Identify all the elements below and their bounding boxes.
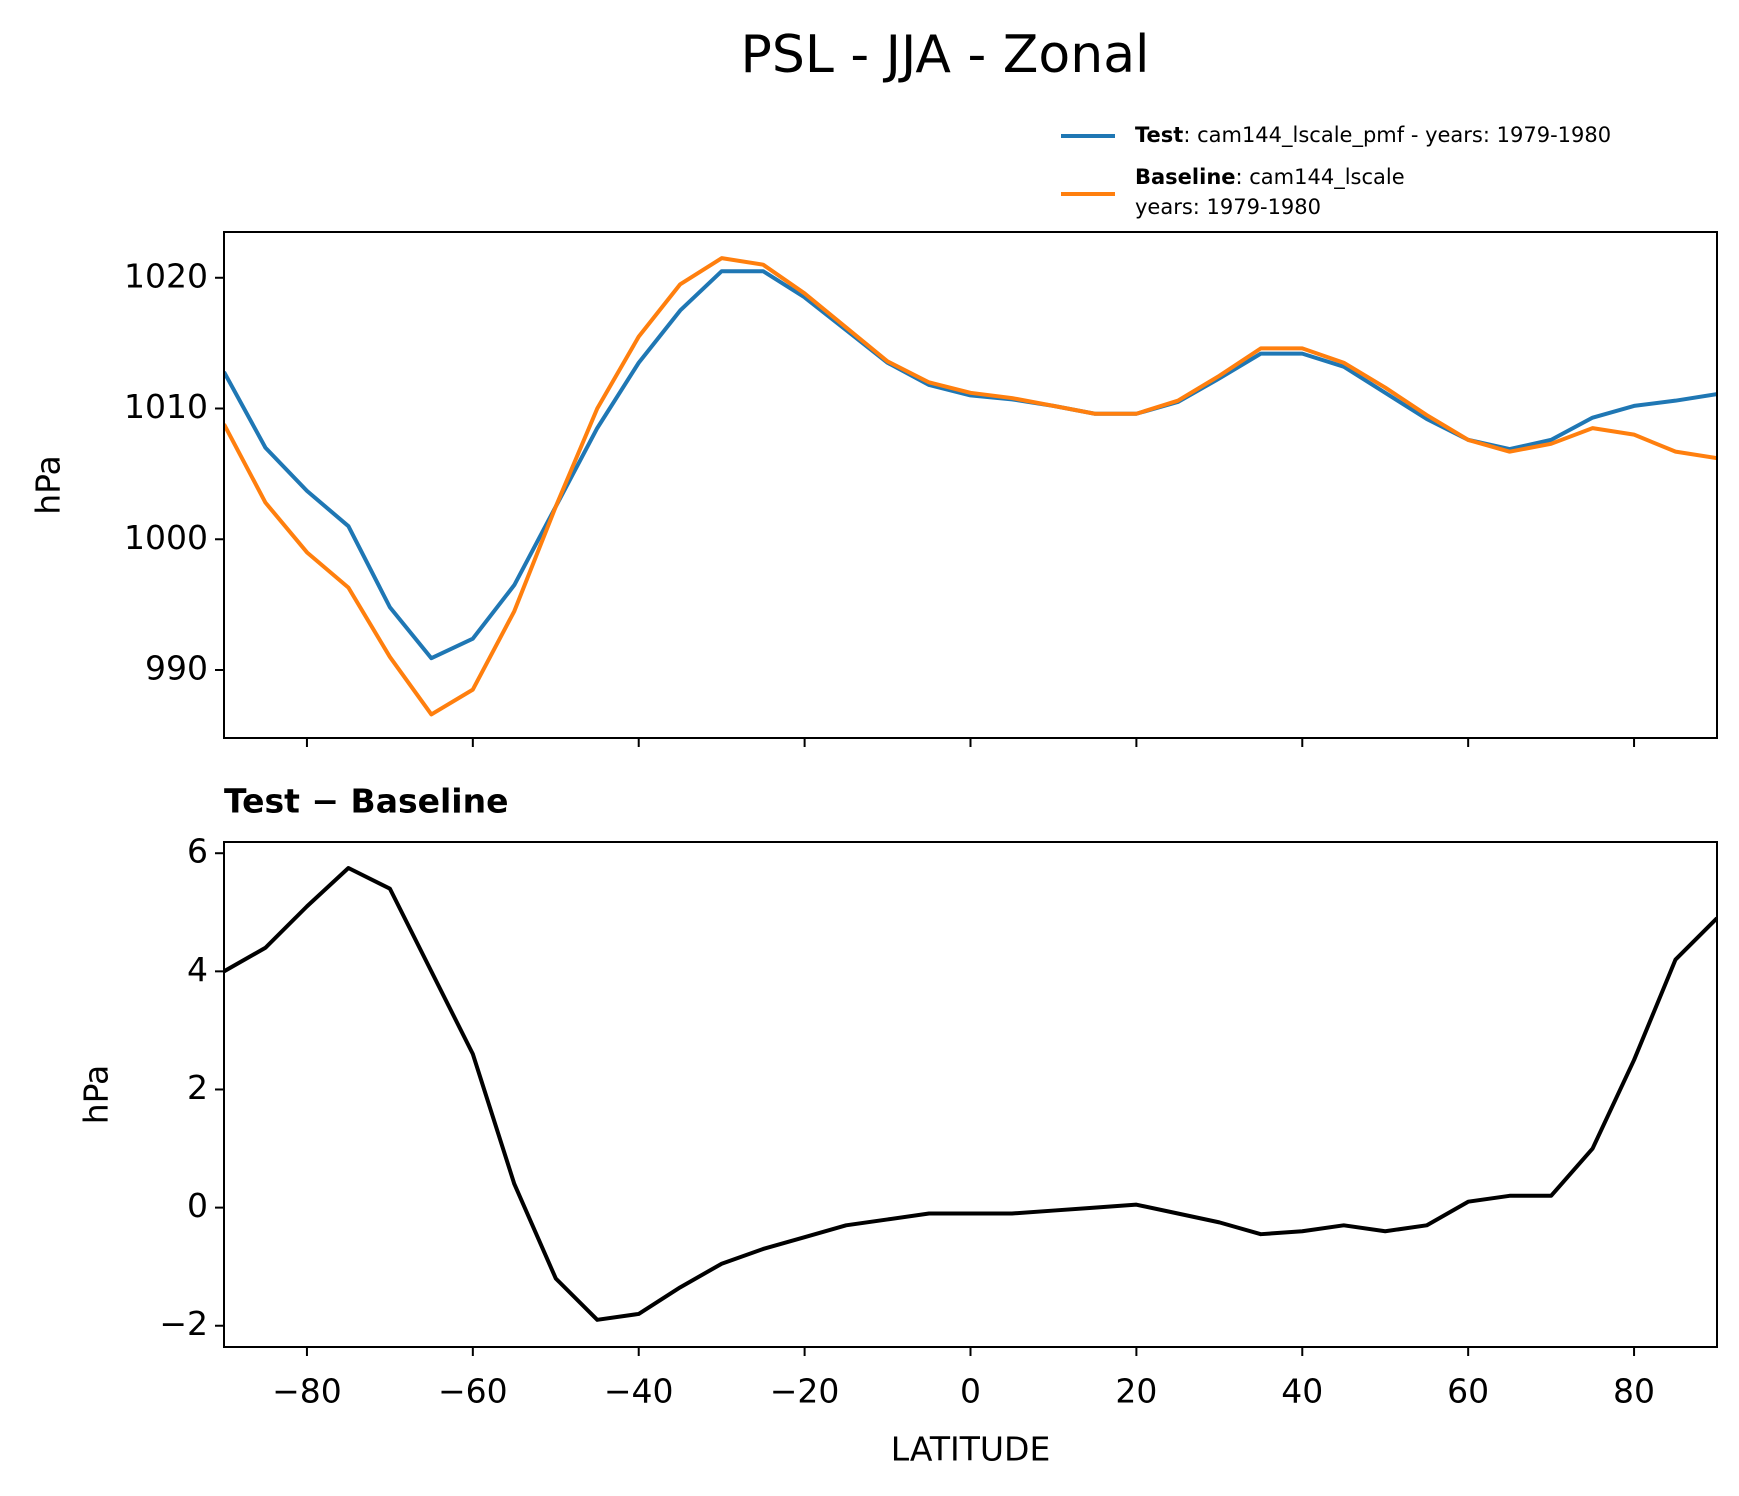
x-tick-label: −80 — [272, 1372, 342, 1411]
x-tick-label: −20 — [770, 1372, 840, 1411]
y-tick-label: 1000 — [124, 518, 208, 557]
data-line — [224, 256, 1717, 717]
legend-detail: : cam144_lscale_pmf - years: 1979-1980 — [1183, 123, 1611, 148]
data-line — [224, 865, 1717, 1322]
figure-title: PSL - JJA - Zonal — [740, 25, 1149, 85]
data-line — [224, 269, 1717, 661]
x-tick-label: 20 — [1115, 1372, 1157, 1411]
y-tick-label: −2 — [159, 1304, 208, 1343]
subplot-title: Test − Baseline — [224, 782, 509, 821]
legend-name: Test — [1135, 123, 1183, 147]
y-tick-label: 1020 — [124, 256, 208, 295]
axes-frame — [223, 231, 1718, 739]
x-tick-label: 60 — [1447, 1372, 1489, 1411]
x-tick-label: 0 — [960, 1372, 981, 1411]
x-tick-label: −60 — [438, 1372, 508, 1411]
y-tick-label: 990 — [145, 649, 208, 688]
legend-detail: : cam144_lscale — [1236, 165, 1405, 190]
x-tick-label: 40 — [1281, 1372, 1323, 1411]
y-axis-label: hPa — [77, 1065, 116, 1125]
x-tick-label: −40 — [604, 1372, 674, 1411]
y-tick-label: 1010 — [124, 387, 208, 426]
y-tick-label: 2 — [187, 1068, 208, 1107]
y-axis-label: hPa — [29, 455, 68, 515]
x-tick-label: 80 — [1613, 1372, 1655, 1411]
y-tick-label: 4 — [187, 950, 208, 989]
legend-entry: Baseline: cam144_lscale years: 1979-1980 — [1135, 165, 1405, 219]
legend-entry: Test: cam144_lscale_pmf - years: 1979-19… — [1135, 123, 1611, 148]
legend-name: Baseline — [1135, 165, 1236, 189]
y-tick-label: 0 — [187, 1186, 208, 1225]
y-tick-label: 6 — [187, 832, 208, 871]
x-axis-label: LATITUDE — [891, 1430, 1051, 1469]
legend-detail: years: 1979-1980 — [1135, 195, 1321, 219]
axes-frame — [223, 841, 1718, 1348]
